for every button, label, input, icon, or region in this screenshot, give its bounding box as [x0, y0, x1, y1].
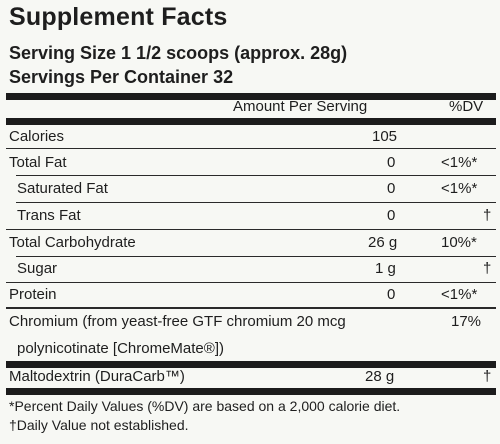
- row-chromium-line2: polynicotinate [ChromeMate®]): [17, 340, 224, 357]
- row-divider: [16, 175, 496, 176]
- row-total-fat-amount: 0: [387, 154, 396, 171]
- row-divider-thick: [6, 307, 496, 309]
- row-trans-fat-dv: †: [483, 207, 492, 224]
- panel-title: Supplement Facts: [9, 3, 228, 31]
- row-chromium-line1: Chromium (from yeast-free GTF chromium 2…: [9, 313, 346, 330]
- row-maltodextrin-label: Maltodextrin (DuraCarb™): [9, 368, 185, 385]
- row-divider: [6, 148, 496, 149]
- servings-per-container: Servings Per Container 32: [9, 67, 234, 87]
- row-saturated-fat-label: Saturated Fat: [17, 180, 108, 197]
- footnote-not-established: †Daily Value not established.: [9, 417, 189, 433]
- row-total-fat-label: Total Fat: [9, 154, 67, 171]
- row-calories-amount: 105: [372, 128, 398, 145]
- row-chromium-dv: 17%: [451, 313, 482, 330]
- row-protein-dv: <1%*: [441, 286, 478, 303]
- row-protein-label: Protein: [9, 286, 57, 303]
- thick-divider-header: [6, 118, 496, 125]
- row-divider: [6, 282, 496, 283]
- row-divider: [6, 229, 496, 230]
- row-sugar-label: Sugar: [17, 260, 58, 277]
- row-maltodextrin-dv: †: [483, 368, 492, 385]
- serving-size: Serving Size 1 1/2 scoops (approx. 28g): [9, 43, 348, 63]
- row-sugar-dv: †: [483, 260, 492, 277]
- daily-value-header: %DV: [449, 98, 484, 115]
- amount-per-serving-header: Amount Per Serving: [233, 98, 368, 115]
- row-calories-label: Calories: [9, 128, 65, 145]
- row-protein-amount: 0: [387, 286, 396, 303]
- row-total-fat-dv: <1%*: [441, 154, 478, 171]
- row-trans-fat-amount: 0: [387, 207, 396, 224]
- row-divider: [16, 256, 496, 257]
- row-saturated-fat-amount: 0: [387, 180, 396, 197]
- thick-divider-top: [6, 93, 496, 100]
- row-sugar-amount: 1 g: [375, 260, 396, 277]
- row-maltodextrin-amount: 28 g: [365, 368, 395, 385]
- row-divider: [16, 202, 496, 203]
- thick-divider-bottom: [6, 388, 496, 395]
- row-total-carb-label: Total Carbohydrate: [9, 234, 136, 251]
- footnote-dv: *Percent Daily Values (%DV) are based on…: [9, 398, 401, 414]
- thick-divider-chromium: [6, 361, 496, 368]
- row-total-carb-dv: 10%*: [441, 234, 477, 251]
- row-saturated-fat-dv: <1%*: [441, 180, 478, 197]
- row-trans-fat-label: Trans Fat: [17, 207, 81, 224]
- row-total-carb-amount: 26 g: [368, 234, 398, 251]
